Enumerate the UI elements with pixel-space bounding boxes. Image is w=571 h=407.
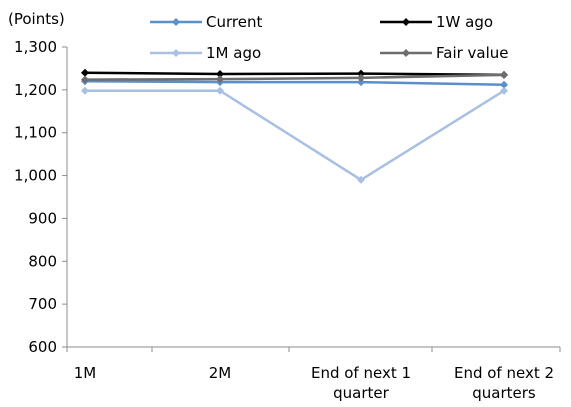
data-point <box>500 80 508 89</box>
data-point <box>357 73 365 82</box>
series-line <box>84 73 505 81</box>
data-point <box>81 86 89 95</box>
legend-label: 1M ago <box>206 44 261 62</box>
data-point <box>81 68 89 77</box>
data-point <box>216 70 224 78</box>
y-tick-label: 1,200 <box>14 81 57 99</box>
data-point <box>500 70 508 79</box>
series-layer <box>81 68 508 184</box>
y-axis-unit-label: (Points) <box>8 10 65 28</box>
x-tick-label: End of next 2 quarters <box>454 364 554 402</box>
y-tick-label: 1,000 <box>14 167 57 185</box>
series-line <box>84 80 505 86</box>
y-tick-label: 900 <box>28 209 57 227</box>
data-point <box>216 86 224 95</box>
legend-marker <box>402 18 410 26</box>
y-tick-label: 1,300 <box>14 38 57 56</box>
y-axis-ticks: 600 700 800 900 1,000 1,100 1,200 1,300 <box>14 38 67 356</box>
series-1m-ago <box>81 86 508 184</box>
y-tick-label: 600 <box>28 338 57 356</box>
x-tick-label: 1M <box>74 364 97 382</box>
x-tick-label: End of next 1 quarter <box>311 364 411 402</box>
legend: Current 1W ago 1M ago Fair value <box>150 13 509 62</box>
legend-label: 1W ago <box>436 13 493 31</box>
legend-marker <box>402 49 410 57</box>
y-tick-label: 800 <box>28 252 57 270</box>
legend-item: 1M ago <box>150 44 261 62</box>
y-tick-label: 700 <box>28 295 57 313</box>
legend-marker <box>172 18 180 26</box>
data-point <box>357 78 365 87</box>
series-line <box>84 71 505 77</box>
axes <box>66 47 560 348</box>
series-line <box>85 89 505 182</box>
y-tick-label: 1,100 <box>14 124 57 142</box>
legend-item: 1W ago <box>380 13 493 31</box>
data-point <box>81 75 89 84</box>
data-point <box>357 69 365 78</box>
legend-item: Fair value <box>380 44 509 62</box>
legend-label: Fair value <box>436 44 509 62</box>
data-point <box>500 86 508 95</box>
legend-marker <box>172 49 180 57</box>
legend-label: Current <box>206 13 262 31</box>
data-point <box>357 175 365 184</box>
x-axis-ticks: 1M 2M End of next 1 quarter End of next 2 qua… <box>66 347 561 402</box>
data-point <box>216 75 224 84</box>
x-tick-label: 2M <box>209 364 232 382</box>
series-fair-value <box>81 70 508 84</box>
legend-item: Current <box>150 13 262 31</box>
